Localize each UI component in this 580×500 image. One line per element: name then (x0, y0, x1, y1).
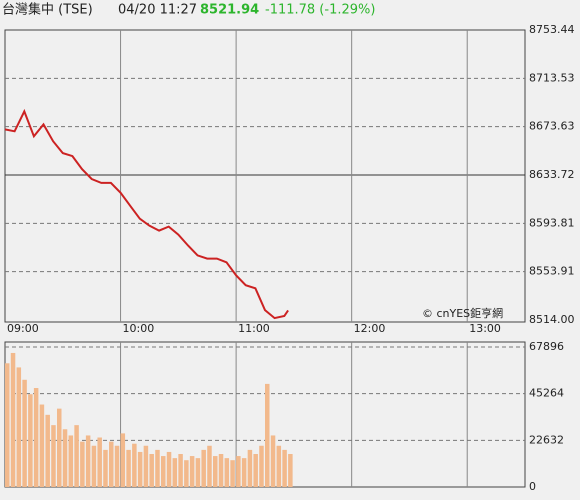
volume-bar (276, 445, 282, 487)
volume-bar (259, 445, 264, 487)
volume-bar (207, 445, 212, 487)
volume-bar (288, 454, 293, 487)
volume-bar (195, 458, 201, 487)
volume-bar (213, 456, 218, 487)
y-tick-label: 8514.00 (529, 313, 575, 326)
volume-bar (155, 449, 160, 487)
y-tick-label: 22632 (529, 433, 564, 446)
volume-bar (28, 394, 33, 487)
time: 04/20 11:27 (118, 3, 197, 18)
volume-bar (103, 449, 108, 487)
volume-bar (16, 367, 22, 487)
x-tick-label: 11:00 (238, 322, 270, 335)
y-tick-label: 0 (529, 480, 536, 493)
volume-bar (57, 408, 62, 487)
volume-bar (265, 383, 270, 487)
volume-bar (51, 425, 56, 487)
volume-bar (39, 404, 45, 487)
volume-bar (161, 456, 166, 487)
volume-bar (91, 445, 97, 487)
price-line (4, 108, 289, 320)
volume-bar (85, 435, 91, 487)
x-tick-label: 09:00 (7, 322, 39, 335)
volume-bar (22, 379, 27, 487)
y-tick-label: 8713.53 (529, 71, 575, 84)
volume-bar (143, 445, 149, 487)
price-frame (4, 29, 526, 323)
volume-bar (80, 441, 85, 487)
price: 8521.94 (200, 3, 259, 18)
volume-bar (189, 456, 195, 487)
volume-bar (114, 445, 120, 487)
volume-bar (120, 433, 126, 487)
volume-bar (236, 456, 241, 487)
y-tick-label: 45264 (529, 387, 564, 400)
volume-bar (109, 441, 114, 487)
volume-bar (45, 414, 50, 487)
x-tick-label: 10:00 (123, 322, 155, 335)
volume-bar (74, 425, 79, 487)
volume-bar (5, 363, 10, 487)
watermark: © cnYES鉅亨網 (422, 306, 503, 320)
change: -111.78 (-1.29%) (265, 3, 375, 18)
volume-bar (253, 454, 258, 487)
volume-bar (62, 429, 68, 487)
volume-bar (247, 449, 253, 487)
volume-bar (149, 454, 154, 487)
volume-bar (282, 449, 287, 487)
volume-bar (172, 458, 178, 487)
volume-bar (68, 435, 74, 487)
volume-bar (201, 449, 206, 487)
y-tick-label: 8553.91 (529, 265, 575, 278)
volume-bar (10, 352, 16, 487)
index-name: 台灣集中 (TSE) (2, 2, 93, 18)
y-tick-label: 8593.81 (529, 216, 575, 229)
volume-bar (218, 454, 224, 487)
y-tick-label: 67896 (529, 340, 564, 353)
volume-bar (224, 458, 230, 487)
y-tick-label: 8753.44 (529, 23, 575, 36)
x-tick-label: 12:00 (354, 322, 386, 335)
volume-bar (166, 451, 172, 487)
volume-bar (126, 449, 131, 487)
x-tick-label: 13:00 (469, 322, 501, 335)
volume-bar (184, 460, 189, 487)
volume-bar (230, 460, 235, 487)
volume-bar (132, 443, 137, 487)
y-tick-label: 8673.63 (529, 120, 575, 133)
y-tick-label: 8633.72 (529, 168, 575, 181)
volume-bar (97, 437, 102, 487)
volume-bar (270, 435, 276, 487)
volume-bar (137, 451, 143, 487)
volume-bar (178, 454, 183, 487)
volume-bar (241, 458, 247, 487)
volume-bar (33, 388, 39, 487)
